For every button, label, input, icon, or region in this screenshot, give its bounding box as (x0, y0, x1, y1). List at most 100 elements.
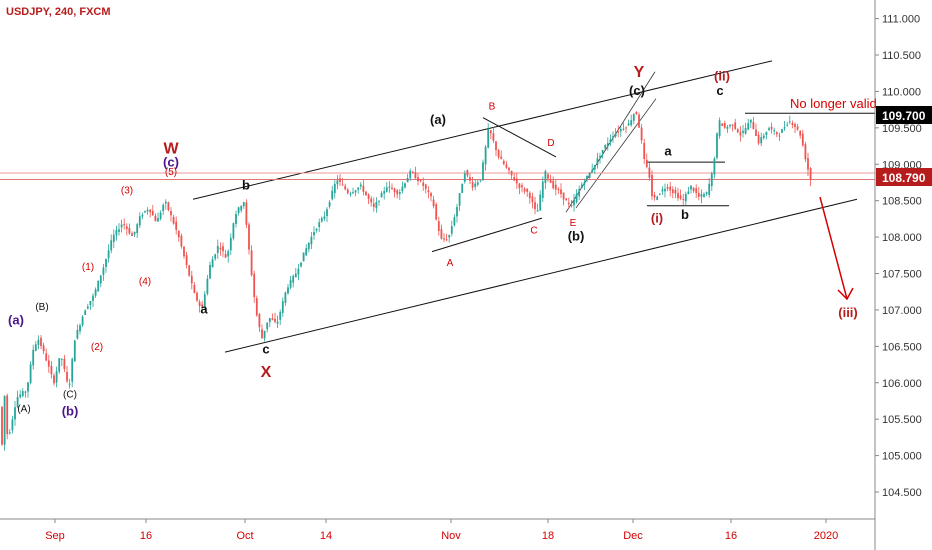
candle (365, 191, 367, 196)
candle (268, 317, 271, 328)
candle (648, 161, 651, 181)
candle (726, 124, 729, 133)
candle (253, 270, 256, 303)
candle (133, 231, 136, 237)
candle (705, 191, 708, 196)
candle (456, 203, 458, 223)
candle (783, 121, 786, 132)
candle (765, 131, 768, 140)
current-price-label: 108.790 (882, 171, 926, 185)
candle (73, 339, 76, 362)
candle (154, 213, 157, 222)
wave-label: c (262, 342, 269, 357)
trendlines-layer (0, 60, 875, 353)
candle (367, 193, 370, 204)
candle (21, 388, 24, 398)
candle (796, 123, 799, 131)
candle (474, 179, 477, 191)
candle (419, 178, 422, 183)
candle (206, 274, 209, 296)
wave-label: (a) (430, 112, 446, 127)
candle (172, 214, 175, 225)
wave-label: C (530, 225, 537, 236)
candle (81, 315, 84, 328)
trendline-lower-channel[interactable] (224, 198, 858, 353)
wave-label: E (570, 218, 577, 229)
candle (476, 179, 479, 187)
candle (443, 233, 445, 243)
candle (307, 242, 310, 253)
candle (66, 365, 68, 383)
candle (211, 256, 214, 268)
candle (302, 252, 305, 262)
candle (370, 196, 373, 207)
candle (261, 324, 263, 339)
candle (788, 115, 791, 125)
candle (310, 232, 313, 249)
candle (708, 178, 711, 198)
candle (414, 166, 417, 179)
candle (354, 189, 357, 197)
candle (544, 169, 547, 189)
candle (180, 233, 183, 249)
candle (640, 124, 643, 144)
trendline-triangle-bottom[interactable] (431, 217, 543, 253)
candle (105, 258, 107, 273)
candle (729, 124, 731, 129)
y-tick-label: 110.500 (882, 50, 921, 62)
candle (50, 361, 53, 379)
candle (752, 116, 755, 130)
candle (440, 224, 443, 240)
candle (586, 175, 588, 183)
wave-label: (a) (8, 312, 24, 327)
candle (518, 182, 521, 195)
wave-label: (3) (121, 185, 133, 196)
x-axis-ticks: Sep 16 Oct 14 Nov 18 Dec 16 2020 (45, 519, 838, 542)
candle (240, 205, 243, 213)
candle (378, 200, 380, 206)
trendline-upper-channel[interactable] (192, 60, 773, 200)
level-price-label: 109.700 (882, 109, 926, 123)
candle (110, 234, 113, 254)
candle (570, 200, 573, 208)
candle (461, 183, 464, 194)
candle (159, 210, 162, 221)
candle (549, 174, 552, 183)
candle (339, 173, 341, 186)
wave-label: (C) (63, 389, 77, 400)
candle (175, 216, 178, 235)
candle (562, 192, 565, 206)
candle (222, 242, 224, 258)
wave-label: (4) (139, 276, 151, 287)
candle (666, 183, 669, 192)
candle (684, 191, 687, 206)
candle (757, 131, 760, 146)
candle (328, 200, 331, 209)
candle (177, 230, 180, 242)
candle (593, 165, 596, 174)
candle (799, 130, 802, 139)
candle (424, 183, 427, 194)
candle (227, 249, 230, 263)
candle (118, 223, 120, 236)
y-tick-label: 105.000 (882, 451, 922, 463)
wave-label: (5) (165, 167, 177, 178)
candle (479, 180, 482, 183)
candle (794, 122, 796, 133)
y-tick-label: 108.500 (882, 196, 922, 208)
trendline-diag-channel-2[interactable] (575, 98, 657, 209)
candle (596, 152, 599, 169)
candle (557, 187, 560, 194)
candle (409, 168, 412, 181)
candle (617, 125, 620, 138)
wave-label: (A) (17, 404, 30, 415)
trendline-triangle-top[interactable] (482, 117, 557, 158)
candle (196, 291, 198, 303)
candle (687, 186, 690, 195)
candle (344, 183, 347, 191)
candle (523, 187, 526, 195)
candle (635, 111, 638, 116)
candle (102, 263, 105, 281)
candle (320, 216, 323, 223)
